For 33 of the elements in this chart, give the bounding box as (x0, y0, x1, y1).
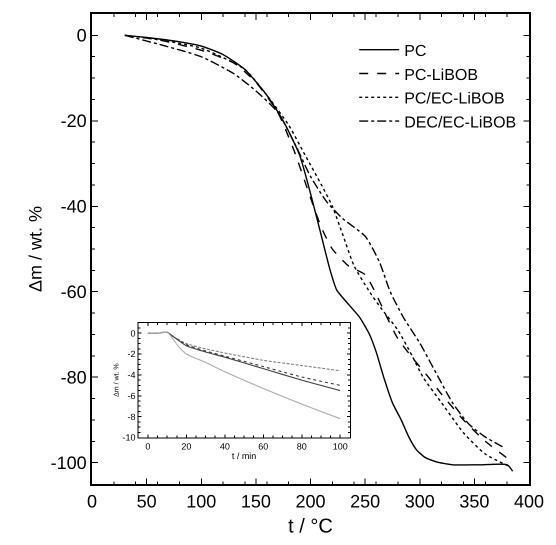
y-tick-label: -20 (60, 111, 87, 132)
x-tick-label: 200 (295, 491, 326, 512)
x-tick-label: 100 (186, 491, 216, 512)
x-tick-label: 400 (514, 491, 544, 512)
legend-label: PC-LiBOB (404, 66, 478, 84)
x-tick-label: 350 (459, 491, 490, 512)
x-tick-label: 0 (145, 441, 150, 452)
y-tick-label: 0 (76, 26, 87, 46)
x-tick-label: 150 (240, 491, 271, 512)
x-tick-label: 20 (181, 441, 192, 452)
y-tick-label: -100 (50, 452, 87, 473)
legend-label: PC/EC-LiBOB (404, 90, 505, 108)
x-axis-title: t / min (232, 451, 256, 462)
y-tick-label: -10 (122, 432, 136, 443)
x-tick-label: 60 (258, 441, 268, 452)
y-tick-label: -40 (60, 196, 87, 217)
y-tick-label: -60 (60, 282, 87, 302)
x-tick-label: 40 (220, 441, 230, 452)
y-tick-label: -6 (128, 390, 136, 401)
x-tick-label: 300 (404, 491, 435, 512)
x-tick-label: 250 (350, 491, 380, 512)
y-tick-label: -4 (128, 370, 136, 380)
x-tick-label: 50 (136, 491, 157, 512)
y-tick-label: -2 (128, 349, 136, 360)
x-tick-label: 100 (332, 441, 348, 452)
legend-label: DEC/EC-LiBOB (404, 114, 516, 132)
y-axis-title: Δm / wt. % (25, 206, 46, 292)
legend-label: PC (404, 42, 426, 60)
y-tick-label: -80 (60, 367, 87, 388)
y-tick-label: -8 (128, 412, 136, 422)
x-tick-label: 80 (296, 441, 307, 452)
x-axis-title: t / °C (288, 515, 333, 538)
y-tick-label: 0 (130, 328, 136, 338)
